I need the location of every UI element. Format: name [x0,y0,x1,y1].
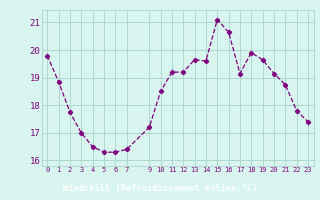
Text: Windchill (Refroidissement éolien,°C): Windchill (Refroidissement éolien,°C) [63,184,257,193]
